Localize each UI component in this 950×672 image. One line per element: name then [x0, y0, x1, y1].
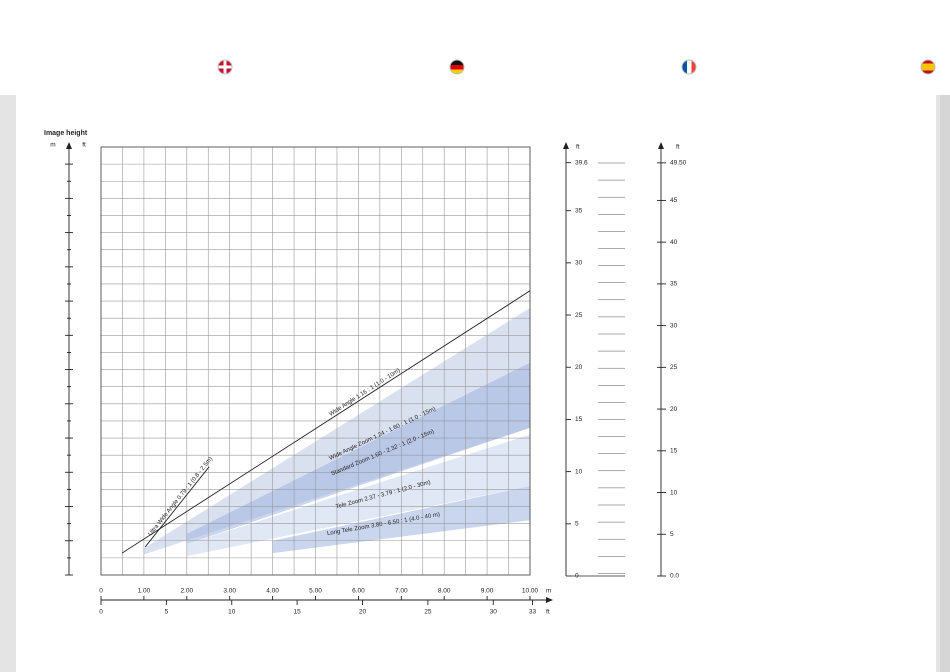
y3-tick-label: 5: [670, 531, 674, 538]
language-flags: [217, 59, 936, 75]
flag-fr[interactable]: [681, 59, 697, 75]
y3-tick-label: 10: [670, 489, 678, 496]
scrollbar[interactable]: [940, 95, 950, 672]
y2-tick-label: 30: [575, 260, 583, 267]
flag-es[interactable]: [920, 59, 936, 75]
y-unit: ft: [82, 142, 86, 149]
x2-tick-label: 20: [359, 609, 367, 616]
axis-arrow: [546, 597, 553, 603]
x-tick-label: 4.00: [266, 588, 279, 595]
x2-tick-label: 33: [529, 609, 537, 616]
y3-tick-label: 30: [670, 322, 678, 329]
y3-tick-label: 49.50: [670, 160, 687, 167]
y2-tick-label: 10: [575, 468, 583, 475]
y3-tick-label: 35: [670, 281, 678, 288]
y2-tick-label: 25: [575, 312, 583, 319]
lens-line: [144, 466, 210, 548]
plot-frame: [100, 146, 531, 576]
x2-tick-label: 5: [165, 609, 169, 616]
lens-line: [121, 290, 531, 554]
x-tick-label: 7.00: [395, 588, 408, 595]
y3-tick-label: 45: [670, 197, 678, 204]
y-axis-title: Image height: [44, 130, 88, 137]
y3-tick-label: 40: [670, 239, 678, 246]
x-tick-label: 2.00: [180, 588, 193, 595]
flag-en[interactable]: [217, 59, 233, 75]
axis-arrow: [658, 142, 664, 149]
x-unit: m: [546, 588, 551, 595]
x-tick-label: 3.00: [223, 588, 236, 595]
x-tick-label: 6.00: [352, 588, 365, 595]
x2-tick-label: 15: [294, 609, 302, 616]
x2-tick-label: 0: [99, 609, 103, 616]
x-tick-label: 1.00: [138, 588, 151, 595]
x-tick-label: 8.00: [438, 588, 451, 595]
flag-de[interactable]: [449, 59, 465, 75]
y2-tick-label: 20: [575, 364, 583, 371]
y3-tick-label: 0.0: [670, 573, 679, 580]
x-tick-label: 0: [99, 588, 103, 595]
y2-tick-label: 5: [575, 521, 579, 528]
y3-unit: ft: [676, 144, 680, 151]
y3-tick-label: 20: [670, 406, 678, 413]
x-tick-label: 10.00: [522, 588, 539, 595]
x2-tick-label: 30: [490, 609, 498, 616]
x2-tick-label: 25: [424, 609, 432, 616]
x-tick-label: 9.00: [481, 588, 494, 595]
x-unit: ft: [546, 609, 550, 616]
y2-unit: ft: [576, 144, 580, 151]
y-unit: m: [50, 142, 55, 149]
y2-tick-label: 15: [575, 416, 583, 423]
y2-tick-label: 35: [575, 207, 583, 214]
x-tick-label: 5.00: [309, 588, 322, 595]
header-bar: [0, 0, 950, 95]
y2-tick-label: 39.6: [575, 159, 588, 166]
y3-tick-label: 15: [670, 448, 678, 455]
axis-arrow: [563, 142, 569, 149]
x2-tick-label: 10: [228, 609, 236, 616]
y3-tick-label: 25: [670, 364, 678, 371]
